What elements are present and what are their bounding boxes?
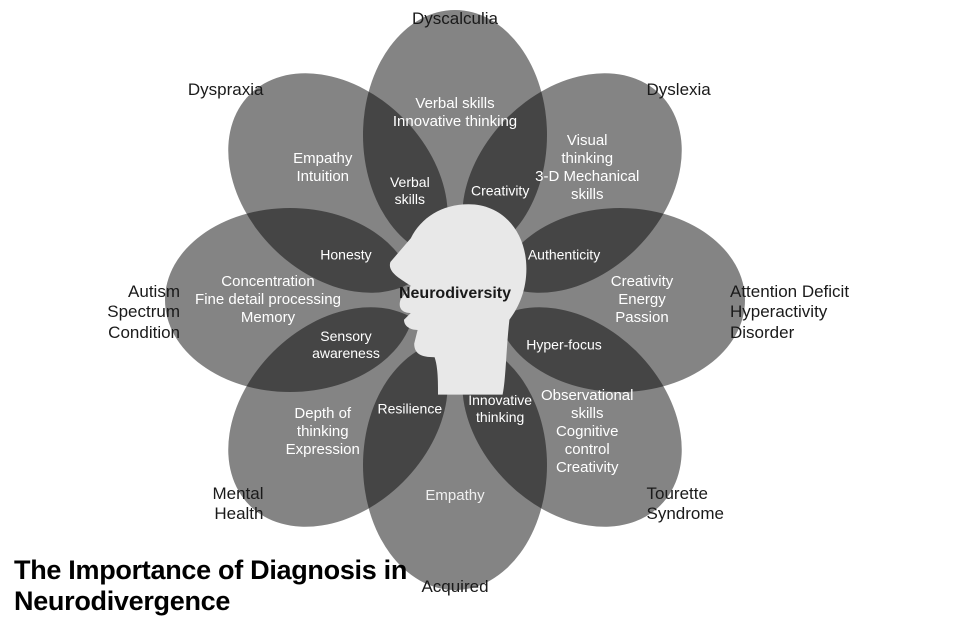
petal-trait-text bbox=[330, 175, 346, 191]
article-title-overlay: The Importance of Diagnosis in Neurodive… bbox=[14, 555, 407, 617]
title-line-1: The Importance of Diagnosis in bbox=[14, 555, 407, 586]
condition-label-2: Attention Deficit Hyperactivity Disorder bbox=[730, 282, 849, 343]
petal-trait-text bbox=[447, 127, 463, 143]
condition-label-0: Dyscalculia bbox=[395, 9, 515, 29]
petal-trait-text bbox=[564, 175, 580, 191]
petal-trait-text bbox=[612, 292, 628, 308]
condition-label-3: Tourette Syndrome bbox=[647, 484, 724, 525]
condition-label-7: Dyspraxia bbox=[188, 80, 264, 100]
center-label: Neurodiversity bbox=[399, 285, 511, 303]
petal-trait-text bbox=[564, 409, 580, 425]
condition-label-1: Dyslexia bbox=[647, 80, 711, 100]
petal-trait-text bbox=[447, 457, 463, 473]
neurodiversity-flower-diagram: Verbal skills Innovative thinkingDyscalc… bbox=[0, 0, 960, 640]
condition-label-4: Acquired bbox=[395, 577, 515, 597]
petal-trait-text bbox=[330, 409, 346, 425]
petal-trait-text bbox=[282, 292, 298, 308]
condition-label-5: Mental Health bbox=[212, 484, 263, 525]
condition-label-6: Autism Spectrum Condition bbox=[107, 282, 180, 343]
title-line-2: Neurodivergence bbox=[14, 586, 407, 617]
